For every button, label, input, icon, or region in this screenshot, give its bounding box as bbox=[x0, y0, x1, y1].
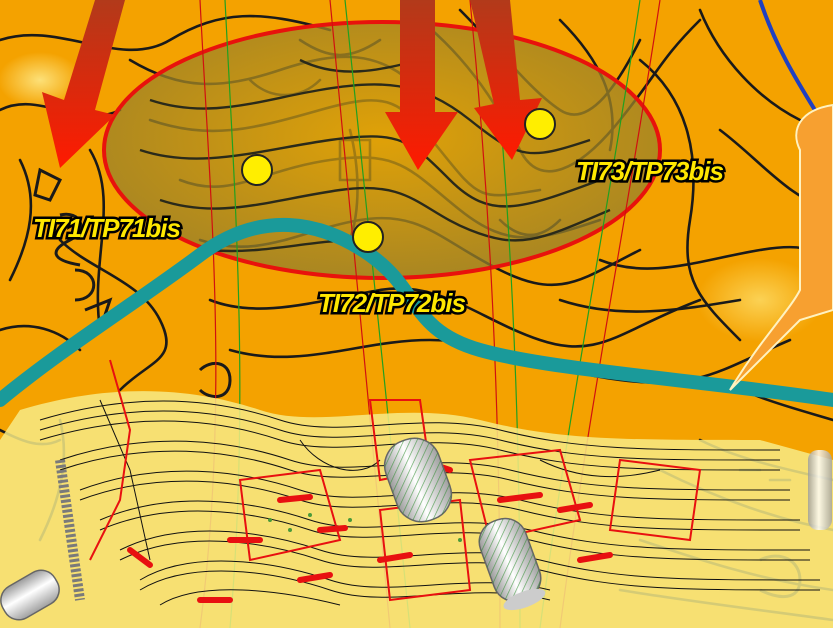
label-ti71: TI71/TP71bis bbox=[33, 213, 180, 243]
pipe-cylinder-icon bbox=[0, 437, 832, 621]
survey-points bbox=[241, 108, 556, 253]
zone-ellipse bbox=[102, 20, 662, 280]
label-ti73: TI73/TP73bis bbox=[576, 156, 723, 186]
label-ti72: TI72/TP72bis bbox=[318, 288, 465, 318]
teal-line bbox=[0, 217, 833, 407]
survey-point-icon[interactable] bbox=[524, 108, 556, 140]
callout-bubble bbox=[729, 103, 833, 391]
survey-point-icon[interactable] bbox=[241, 154, 273, 186]
survey-point-icon[interactable] bbox=[352, 221, 384, 253]
arrow-down-icon bbox=[42, 0, 542, 170]
